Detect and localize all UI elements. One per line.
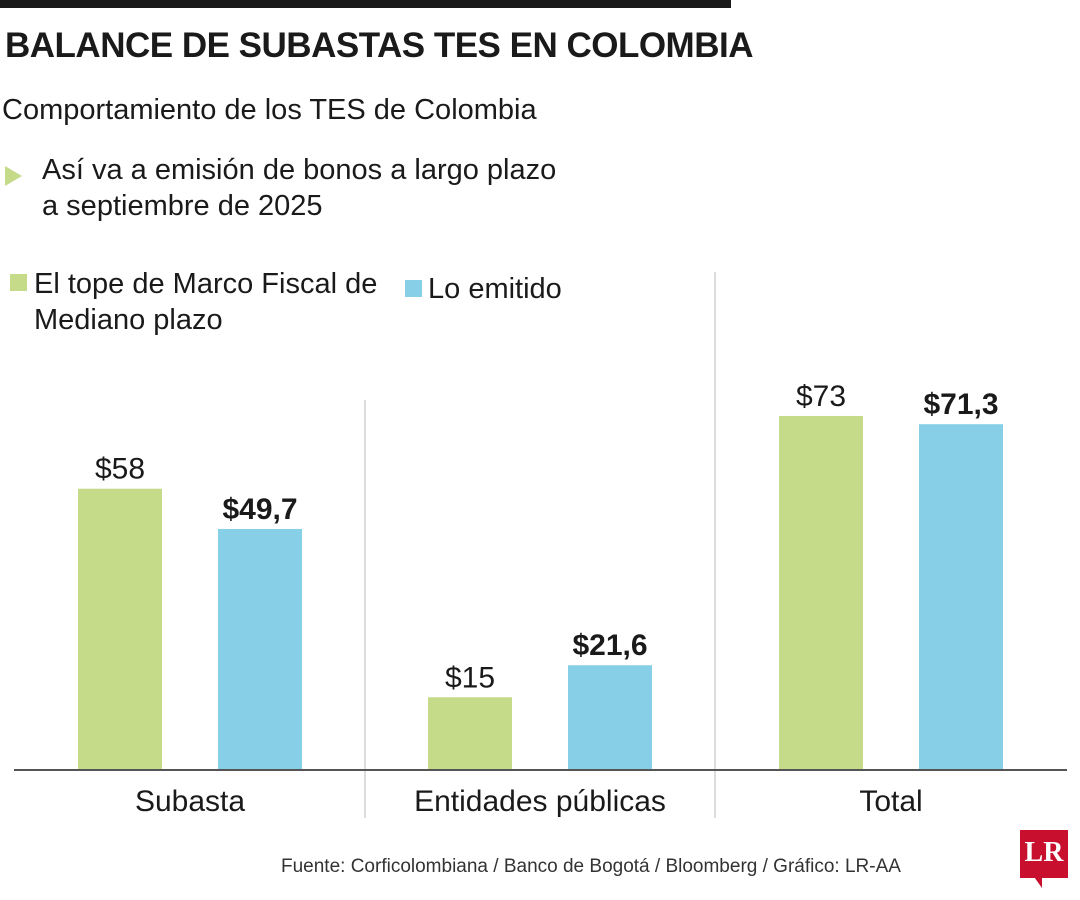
bar-emitido-2 [568, 665, 652, 770]
source-note: Fuente: Corficolombiana / Banco de Bogot… [281, 856, 901, 877]
bar-emitido-1 [218, 528, 302, 770]
bar-emitido-3 [919, 424, 1003, 770]
bar-tope-2 [428, 697, 512, 770]
logo-box [1020, 830, 1068, 878]
data-label-emitido-3: $71,3 [923, 388, 998, 421]
chart-description: Así va a emisión de bonos a largo plazo … [42, 154, 557, 222]
chart-subtitle: Comportamiento de los TES de Colombia [2, 94, 537, 126]
top-rule [0, 0, 731, 8]
category-label-3: Total [859, 785, 922, 818]
bar-tope-3 [779, 415, 863, 770]
data-label-tope-3: $73 [796, 380, 846, 413]
category-label-1: Subasta [135, 785, 245, 818]
lr-logo: LR [1020, 830, 1068, 888]
data-label-tope-2: $15 [445, 661, 495, 694]
legend-swatch-green [10, 274, 27, 291]
legend-label-emitido: Lo emitido [428, 273, 562, 305]
data-label-emitido-2: $21,6 [572, 629, 647, 662]
bar-tope-1 [78, 488, 162, 770]
bullet-arrow-icon [5, 166, 22, 186]
logo-tail [1032, 874, 1042, 888]
category-label-2: Entidades públicas [414, 785, 666, 818]
data-label-tope-1: $58 [95, 453, 145, 486]
legend-label-tope: El tope de Marco Fiscal de Mediano plazo [34, 268, 378, 336]
data-label-emitido-1: $49,7 [222, 493, 297, 526]
logo-text: LR [1024, 837, 1064, 868]
legend-swatch-blue [405, 280, 422, 297]
chart-title: BALANCE DE SUBASTAS TES EN COLOMBIA [5, 26, 754, 65]
